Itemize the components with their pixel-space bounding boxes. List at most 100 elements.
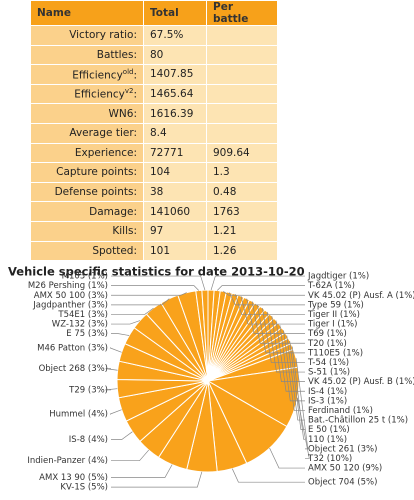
table-row: Damage: 141060 1763: [31, 202, 277, 221]
slice-label: AMX 13 90 (5%): [39, 473, 108, 483]
slice-label: VK 45.02 (P) Ausf. B (1%): [308, 377, 414, 387]
slice-label: T-62A (1%): [307, 281, 355, 291]
slice-label: IS-8 (4%): [69, 435, 108, 445]
slice-label: T32 (10%): [307, 454, 352, 464]
slice-label: Object 704 (5%): [308, 478, 377, 488]
leader-line: [111, 471, 203, 488]
cell: [207, 84, 277, 104]
leader-line: [229, 292, 305, 306]
row-name: Capture points:: [31, 163, 143, 182]
leader-line: [286, 335, 305, 421]
slice-label: Bat.-Châtillon 25 t (1%): [308, 416, 408, 426]
cell: 141060: [144, 202, 206, 221]
table-row: WN6: 1616.39: [31, 104, 277, 123]
cell: 1616.39: [144, 104, 206, 123]
slice-label: M46 Patton (3%): [37, 343, 108, 353]
leader-line: [105, 388, 118, 391]
slice-label: Type 59 (1%): [307, 300, 364, 310]
row-label: Capture points:: [56, 166, 137, 179]
leader-line: [111, 285, 200, 291]
row-suffix: :: [133, 69, 137, 82]
row-name: Experience:: [31, 143, 143, 163]
row-label: Efficiency: [72, 69, 123, 82]
slice-label: KV-1S (5%): [60, 483, 108, 493]
leader-line: [210, 275, 305, 291]
cell: [207, 45, 277, 65]
slice-label: Object 268 (3%): [39, 364, 108, 374]
table-row: Defense points: 38 0.48: [31, 182, 277, 202]
slice-label: Jagdtiger (1%): [307, 272, 369, 282]
slice-label: IS-3 (1%): [308, 396, 347, 406]
leader-line: [223, 291, 305, 296]
cell-value: 8.4: [150, 127, 167, 140]
cell: [207, 65, 277, 84]
cell: 1.21: [207, 221, 277, 241]
table-row: Average tier: 8.4: [31, 123, 277, 143]
leader-line: [275, 320, 305, 392]
row-label: Defense points:: [54, 186, 137, 199]
cell-value: 909.64: [213, 146, 250, 159]
row-label: Spotted:: [92, 244, 137, 257]
header-cell: Per battle: [207, 1, 277, 25]
slice-label: Tiger II (1%): [307, 310, 360, 320]
slice-label: 110 (1%): [308, 435, 347, 445]
row-name: Efficiencyold:: [31, 65, 143, 84]
cell-value: 72771: [150, 146, 184, 159]
row-name: Efficiencyv2:: [31, 84, 143, 104]
row-name: Spotted:: [31, 241, 143, 261]
cell-value: 80: [150, 48, 164, 61]
leader-line: [109, 347, 122, 353]
leader-line: [295, 358, 309, 450]
leader-line: [111, 464, 173, 478]
cell-value: 67.5%: [150, 29, 184, 42]
slice-label: Ferdinand (1%): [308, 406, 373, 416]
leader-line: [291, 346, 305, 440]
row-label: Efficiency: [74, 88, 125, 101]
cell-value: 1.26: [213, 244, 237, 257]
cell: 909.64: [207, 143, 277, 163]
leader-line: [262, 308, 305, 363]
cell: [207, 123, 277, 143]
cell: 101: [144, 241, 206, 261]
cell: 72771: [144, 143, 206, 163]
cell-value: 1616.39: [150, 107, 194, 120]
row-sup: v2: [124, 87, 134, 96]
leader-line: [231, 468, 305, 483]
leader-line: [279, 325, 305, 402]
slice-label: T54E1 (3%): [57, 310, 108, 320]
cell-value: 1.3: [213, 166, 230, 179]
leader-line: [271, 316, 305, 383]
slice-label: Tiger I (1%): [307, 320, 357, 330]
slice-label: M103 (1%): [62, 272, 108, 282]
cell-value: 1407.85: [150, 68, 194, 81]
cell: 38: [144, 182, 206, 202]
leader-line: [240, 296, 305, 325]
cell: 67.5%: [144, 26, 206, 45]
leader-line: [297, 397, 310, 459]
leader-line: [216, 285, 305, 291]
cell-value: 1.21: [213, 225, 237, 238]
cell: 80: [144, 45, 206, 65]
stats-table: Name Total Per battle Victory ratio: 67.5% Ba…: [30, 0, 278, 262]
cell: 0.48: [207, 182, 277, 202]
leader-line: [246, 298, 305, 335]
slice-label: Hummel (4%): [49, 410, 108, 420]
slice-label: E 75 (3%): [66, 329, 108, 339]
leader-line: [111, 307, 154, 315]
slice-label: VK 45.02 (P) Ausf. A (1%): [308, 291, 414, 301]
slice-label: AMX 50 100 (3%): [34, 291, 108, 301]
row-name: Average tier:: [31, 123, 143, 143]
slice-label: M26 Pershing (1%): [28, 281, 108, 291]
row-name: WN6:: [31, 104, 143, 123]
table-row: Spotted: 101 1.26: [31, 241, 277, 261]
cell-value: 1763: [213, 205, 240, 218]
slice-label: T110E5 (1%): [307, 348, 363, 358]
slice-label: T69 (1%): [307, 329, 347, 339]
table-row: Capture points: 104 1.3: [31, 163, 277, 182]
table-row: Kills: 97 1.21: [31, 221, 277, 241]
cell: 1407.85: [144, 65, 206, 84]
cell: [207, 26, 277, 45]
cell: 97: [144, 221, 206, 241]
